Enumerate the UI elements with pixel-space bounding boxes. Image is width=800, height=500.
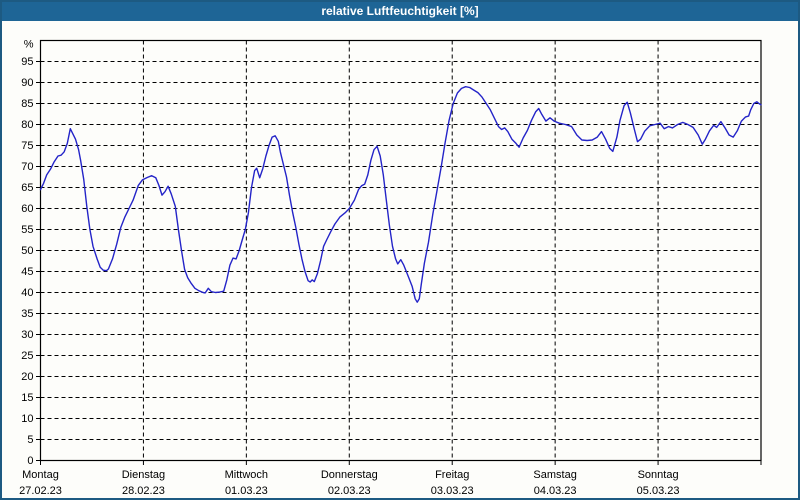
x-axis-day-label: Freitag (435, 469, 469, 481)
x-axis-day-label: Montag (22, 469, 59, 481)
y-axis-unit-label: % (24, 39, 34, 51)
y-axis-label: 90 (21, 77, 33, 89)
y-axis-label: 95 (21, 56, 33, 68)
y-axis-label: 10 (21, 413, 33, 425)
y-axis-label: 75 (21, 140, 33, 152)
y-axis-label: 5 (27, 434, 33, 446)
x-axis-day-label: Mittwoch (225, 469, 268, 481)
x-axis-date-label: 28.02.23 (122, 485, 165, 497)
x-axis-day-label: Sonntag (638, 469, 679, 481)
y-axis-label: 0 (27, 455, 33, 467)
x-axis-date-label: 03.03.23 (431, 485, 474, 497)
window-titlebar: relative Luftfeuchtigkeit [%] (2, 2, 798, 21)
y-axis-label: 30 (21, 329, 33, 341)
y-axis-label: 65 (21, 182, 33, 194)
y-axis-label: 35 (21, 308, 33, 320)
y-axis-label: 50 (21, 245, 33, 257)
x-axis-date-label: 02.03.23 (328, 485, 371, 497)
y-axis-label: 25 (21, 350, 33, 362)
x-axis-date-label: 01.03.23 (225, 485, 268, 497)
y-axis-label: 70 (21, 161, 33, 173)
y-axis-label: 40 (21, 287, 33, 299)
x-axis-date-label: 05.03.23 (637, 485, 680, 497)
x-axis-date-label: 04.03.23 (534, 485, 577, 497)
humidity-line (39, 85, 762, 303)
y-axis-label: 60 (21, 203, 33, 215)
x-axis-day-label: Samstag (533, 469, 576, 481)
y-axis-label: 55 (21, 224, 33, 236)
humidity-chart: 0 5 10 15 20 25 30 35 40 45 50 55 60 65 70 75 80 85 90 95% M… (19, 39, 762, 497)
y-axis-label: 15 (21, 392, 33, 404)
x-axis-date-label: 27.02.23 (19, 485, 62, 497)
chart-title: relative Luftfeuchtigkeit [%] (321, 4, 479, 18)
y-axis-label: 20 (21, 371, 33, 383)
y-axis-label: 85 (21, 98, 33, 110)
x-axis-day-label: Donnerstag (321, 469, 378, 481)
y-axis-label: 45 (21, 266, 33, 278)
x-axis-day-label: Dienstag (122, 469, 165, 481)
y-axis-label: 80 (21, 119, 33, 131)
